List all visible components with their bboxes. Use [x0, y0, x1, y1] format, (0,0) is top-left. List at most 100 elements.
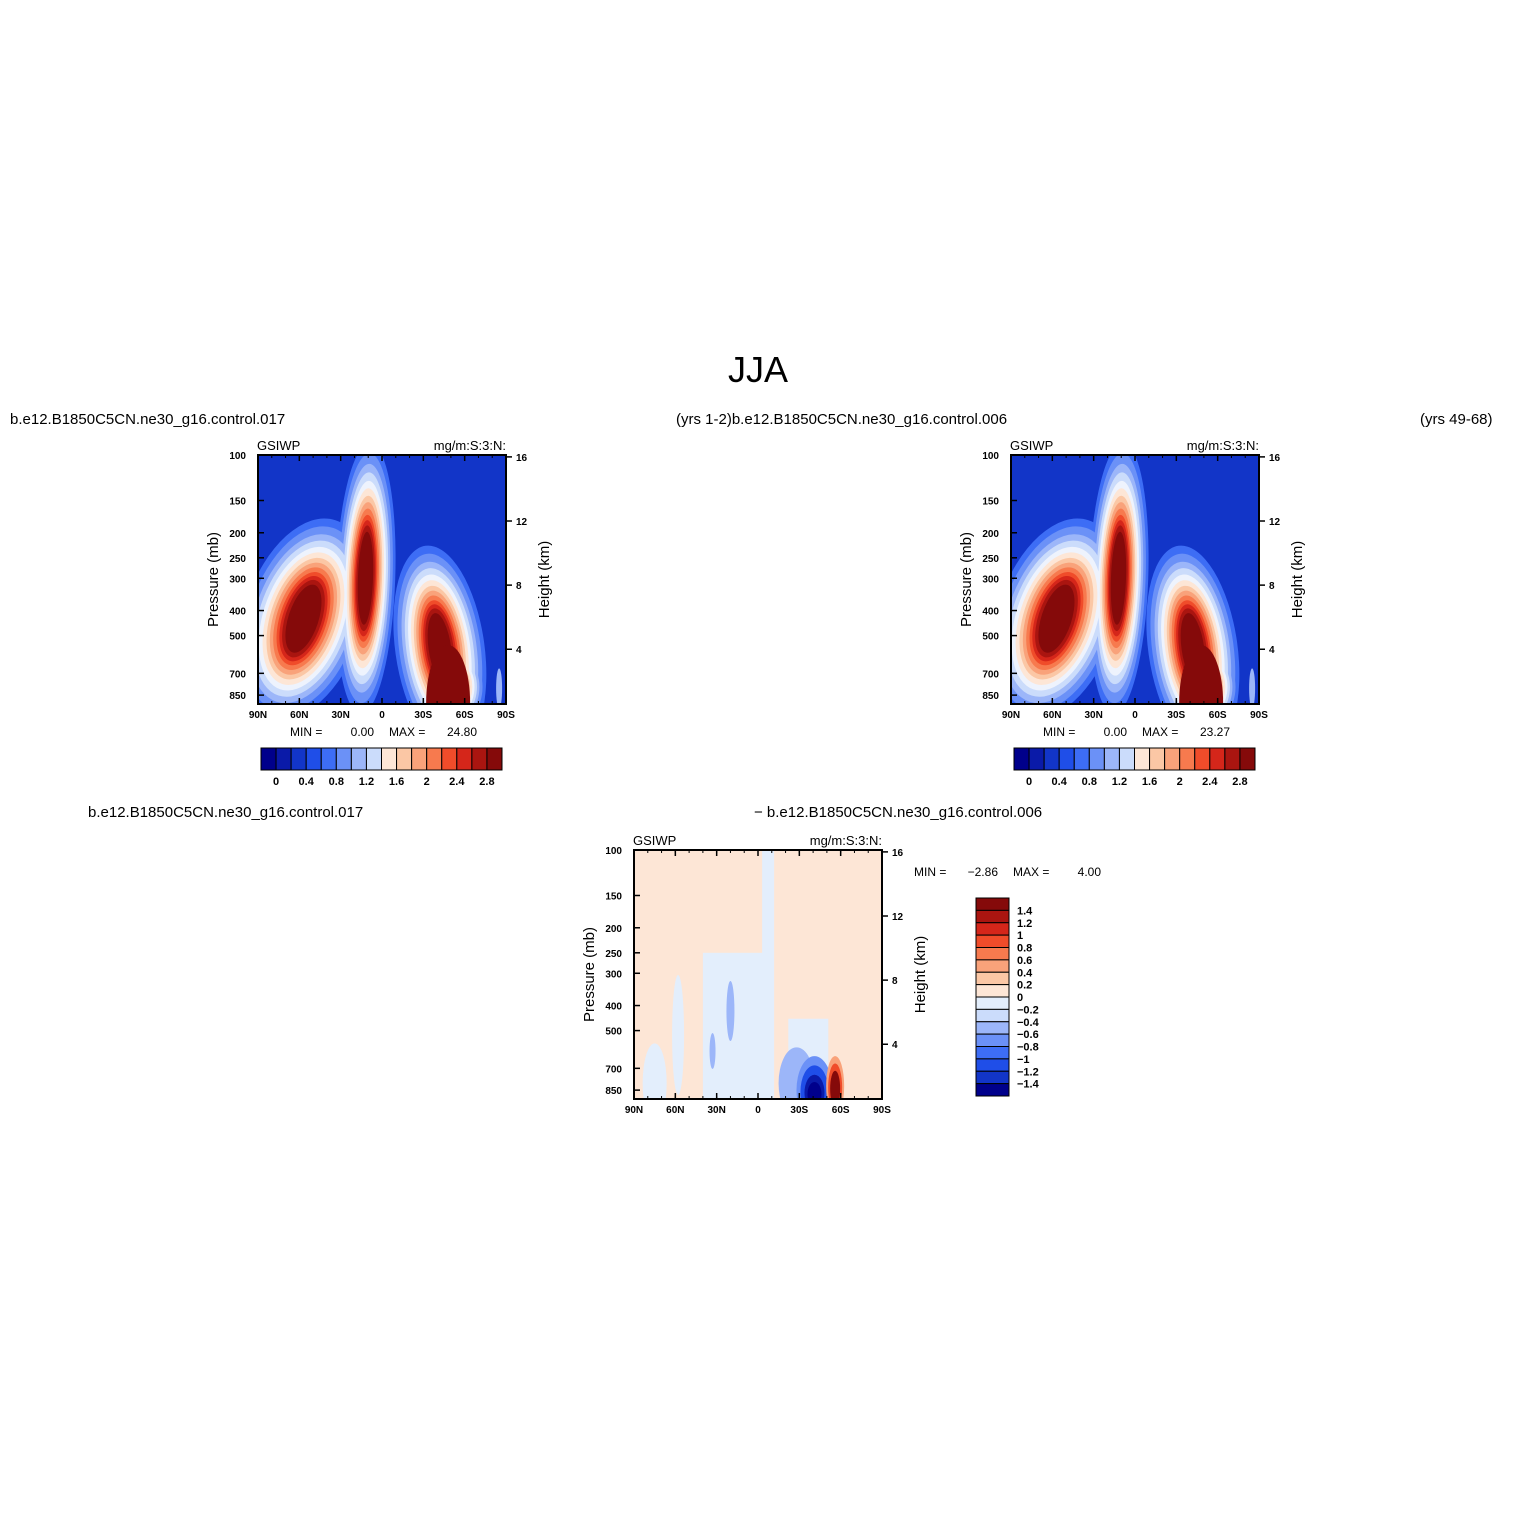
colorbar-box	[975, 959, 1010, 973]
colorbar-label: −1.2	[1017, 1066, 1039, 1078]
colorbar-box	[305, 747, 322, 771]
colorbar-label: 1.2	[359, 776, 374, 788]
x-tick-label: 30S	[790, 1105, 808, 1116]
y-tick-label: 700	[982, 669, 999, 680]
contour-max	[1179, 645, 1224, 704]
stat-min-value: −2.86	[968, 865, 999, 879]
colorbar-box	[975, 897, 1010, 911]
y-tick-label: 200	[229, 529, 246, 540]
x-tick-label: 90N	[249, 710, 267, 721]
y2-tick-label: 8	[892, 976, 898, 987]
negative-region	[672, 974, 685, 1095]
x-tick-label: 60S	[456, 710, 474, 721]
negative-region	[762, 850, 775, 1099]
top-middle-caption: (yrs 1-2)b.e12.B1850C5CN.ne30_g16.contro…	[676, 411, 1007, 428]
positive-max	[830, 1070, 841, 1099]
variable-label: GSIWP	[1010, 438, 1053, 453]
y-tick-label: 400	[605, 1002, 622, 1013]
y-tick-label: 500	[605, 1027, 622, 1038]
top-left-caption: b.e12.B1850C5CN.ne30_g16.control.017	[10, 411, 285, 428]
colorbar-box	[426, 747, 443, 771]
colorbar-box	[1149, 747, 1166, 771]
units-label: mg/m:S:3:N:	[1187, 438, 1259, 453]
plot-area	[258, 455, 506, 704]
colorbar-label: 1.4	[1017, 905, 1033, 917]
colorbar-label: 0.4	[299, 776, 315, 788]
colorbar-label: 0.6	[1017, 955, 1032, 967]
stat-min-value: 0.00	[1104, 725, 1128, 739]
colorbar-box	[1134, 747, 1151, 771]
y-axis-title: Pressure (mb)	[205, 532, 222, 627]
colorbar-label: 1.2	[1112, 776, 1127, 788]
colorbar-box	[975, 909, 1010, 924]
colorbar-box	[411, 747, 428, 771]
colorbar-label: 0	[273, 776, 279, 788]
x-tick-label: 90N	[1002, 710, 1020, 721]
colorbar-box	[975, 947, 1010, 961]
stat-min-label: MIN =	[1043, 725, 1075, 739]
x-tick-label: 30N	[1084, 710, 1102, 721]
y-tick-label: 500	[229, 632, 246, 643]
colorbar-box	[975, 1058, 1010, 1072]
colorbar-box	[1103, 747, 1120, 771]
y-axis-title: Pressure (mb)	[958, 532, 975, 627]
x-tick-label: 90S	[873, 1105, 891, 1116]
stat-max-value: 4.00	[1078, 865, 1102, 879]
y2-tick-label: 8	[1269, 581, 1275, 592]
colorbar-box	[975, 1046, 1010, 1060]
colorbar-label: 0	[1017, 992, 1023, 1004]
y-tick-label: 500	[982, 632, 999, 643]
units-label: mg/m:S:3:N:	[810, 833, 882, 848]
colorbar-label: −0.8	[1017, 1042, 1039, 1054]
colorbar-box	[975, 1021, 1010, 1035]
x-tick-label: 90N	[625, 1105, 643, 1116]
y2-tick-label: 4	[892, 1040, 898, 1051]
y-tick-label: 200	[605, 924, 622, 935]
y2-tick-label: 16	[1269, 453, 1281, 464]
colorbar-box	[975, 1083, 1010, 1097]
colorbar-box	[1179, 747, 1196, 771]
colorbar-box	[1239, 747, 1256, 771]
x-tick-label: 60N	[290, 710, 308, 721]
colorbar-label: 1.2	[1017, 918, 1032, 930]
colorbar-label: 0.2	[1017, 980, 1032, 992]
y2-tick-label: 12	[892, 912, 904, 923]
y2-tick-label: 4	[1269, 645, 1275, 656]
x-tick-label: 0	[379, 710, 385, 721]
colorbar-label: 0.8	[329, 776, 344, 788]
colorbar-label: −0.2	[1017, 1004, 1039, 1016]
colorbar-box	[320, 747, 337, 771]
colorbar-box	[1164, 747, 1181, 771]
colorbar-label: 0	[1026, 776, 1032, 788]
y2-axis-title: Height (km)	[912, 936, 929, 1014]
colorbar-box	[335, 747, 352, 771]
colorbar-label: 2.8	[1232, 776, 1247, 788]
y-tick-label: 300	[605, 969, 622, 980]
colorbar-label: 1.6	[1142, 776, 1157, 788]
x-tick-label: 60S	[1209, 710, 1227, 721]
x-tick-label: 0	[1132, 710, 1138, 721]
colorbar-label: 2.4	[1202, 776, 1218, 788]
x-tick-label: 90S	[497, 710, 515, 721]
colorbar-box	[1058, 747, 1075, 771]
y2-tick-label: 12	[1269, 517, 1281, 528]
colorbar-label: 2.4	[449, 776, 465, 788]
x-tick-label: 60N	[666, 1105, 684, 1116]
x-tick-label: 30N	[331, 710, 349, 721]
y-tick-label: 850	[605, 1086, 622, 1097]
contour-fill	[357, 531, 374, 625]
negative-region	[642, 1043, 667, 1099]
y2-axis-title: Height (km)	[536, 541, 553, 619]
units-label: mg/m:S:3:N:	[434, 438, 506, 453]
contour-fill	[496, 668, 503, 704]
y-tick-label: 300	[982, 574, 999, 585]
colorbar-label: 0.8	[1082, 776, 1097, 788]
colorbar-label: 0.4	[1052, 776, 1068, 788]
colorbar-label: −1.4	[1017, 1079, 1040, 1091]
y2-tick-label: 4	[516, 645, 522, 656]
plot-area	[634, 850, 882, 1099]
colorbar-box	[260, 747, 277, 771]
stat-max-label: MAX =	[1013, 865, 1049, 879]
colorbar-box	[456, 747, 473, 771]
